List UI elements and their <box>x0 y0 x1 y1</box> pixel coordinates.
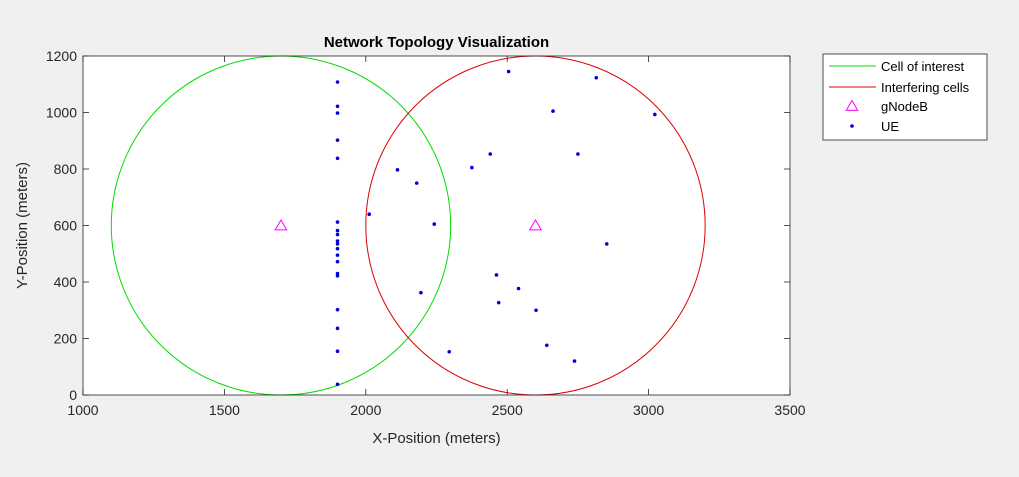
ue-point-15 <box>335 307 340 312</box>
x-tick-label-5: 3500 <box>774 402 805 418</box>
y-tick-label-4: 800 <box>54 161 78 177</box>
y-tick-label-1: 200 <box>54 331 78 347</box>
ue-point-33 <box>594 75 599 80</box>
ue-point-20 <box>414 181 419 185</box>
legend-label: Cell of interest <box>881 59 964 74</box>
ue-point-1 <box>335 104 340 109</box>
x-axis-label: X-Position (meters) <box>372 430 500 447</box>
tick-layer: 1000 1500 2000 2500 3000 3500 0 200 400 600 800 100… <box>46 48 806 418</box>
ue-point-32 <box>576 152 580 156</box>
ue-point-24 <box>447 349 452 354</box>
ue-point-22 <box>432 222 437 226</box>
ue-point-10 <box>335 246 340 251</box>
ue-point-17 <box>335 349 340 354</box>
ue-point-2 <box>335 111 340 115</box>
ue-point-4 <box>335 156 340 161</box>
legend-label: UE <box>881 119 899 134</box>
ue-point-0 <box>335 80 340 84</box>
ue-point-5 <box>335 220 340 224</box>
ue-point-14 <box>335 273 340 278</box>
chart-title: Network Topology Visualization <box>324 34 549 51</box>
y-tick-label-5: 1000 <box>46 105 77 121</box>
ue-point-31 <box>551 109 555 113</box>
ue-point-26 <box>488 152 493 156</box>
x-tick-label-1: 1500 <box>209 402 240 418</box>
y-tick-label-2: 400 <box>54 274 78 290</box>
legend-items: Cell of interest Interfering cells gNodeB U… <box>829 59 970 134</box>
legend-label: Interfering cells <box>881 80 970 95</box>
x-tick-label-0: 1000 <box>67 402 98 418</box>
ue-point-30 <box>506 69 511 74</box>
ue-point-29 <box>516 286 521 291</box>
y-tick-label-0: 0 <box>69 387 77 403</box>
plot-area <box>83 56 790 395</box>
y-tick-label-6: 1200 <box>46 48 77 64</box>
ue-point-28 <box>496 300 501 305</box>
ue-point-21 <box>367 212 371 216</box>
x-tick-label-2: 2000 <box>350 402 381 418</box>
ue-point-18 <box>335 382 340 387</box>
ue-point-27 <box>494 273 499 277</box>
gnodeb-marker-1 <box>528 219 543 231</box>
ue-point-9 <box>335 242 340 246</box>
legend-entry-3: UE <box>850 119 899 134</box>
ue-point-37 <box>544 343 549 348</box>
ue-point-19 <box>395 168 400 172</box>
ue-point-34 <box>653 112 657 117</box>
x-tick-label-4: 3000 <box>633 402 664 418</box>
ue-point-11 <box>335 253 340 257</box>
legend-dot-icon <box>850 124 854 128</box>
ue-point-7 <box>335 232 340 237</box>
legend-entry-2: gNodeB <box>845 99 928 114</box>
legend: Cell of interest Interfering cells gNodeB U… <box>822 53 988 141</box>
legend-label: gNodeB <box>881 99 928 114</box>
ue-point-3 <box>335 138 340 142</box>
ue-point-6 <box>335 228 340 233</box>
ue-point-25 <box>470 165 474 170</box>
legend-entry-0: Cell of interest <box>829 59 964 74</box>
ue-point-23 <box>419 290 423 295</box>
gnodeb-marker-0 <box>274 219 288 231</box>
ue-point-16 <box>335 326 340 331</box>
legend-entry-1: Interfering cells <box>829 80 970 95</box>
legend-triangle-icon <box>845 99 859 111</box>
ue-point-35 <box>604 242 609 246</box>
x-tick-label-3: 2500 <box>492 402 523 418</box>
ue-point-38 <box>572 359 577 363</box>
ue-point-8 <box>335 239 340 243</box>
ue-point-12 <box>335 259 340 264</box>
ue-point-36 <box>534 308 538 313</box>
y-tick-label-3: 600 <box>54 218 78 234</box>
y-axis-label: Y-Position (meters) <box>14 162 31 289</box>
